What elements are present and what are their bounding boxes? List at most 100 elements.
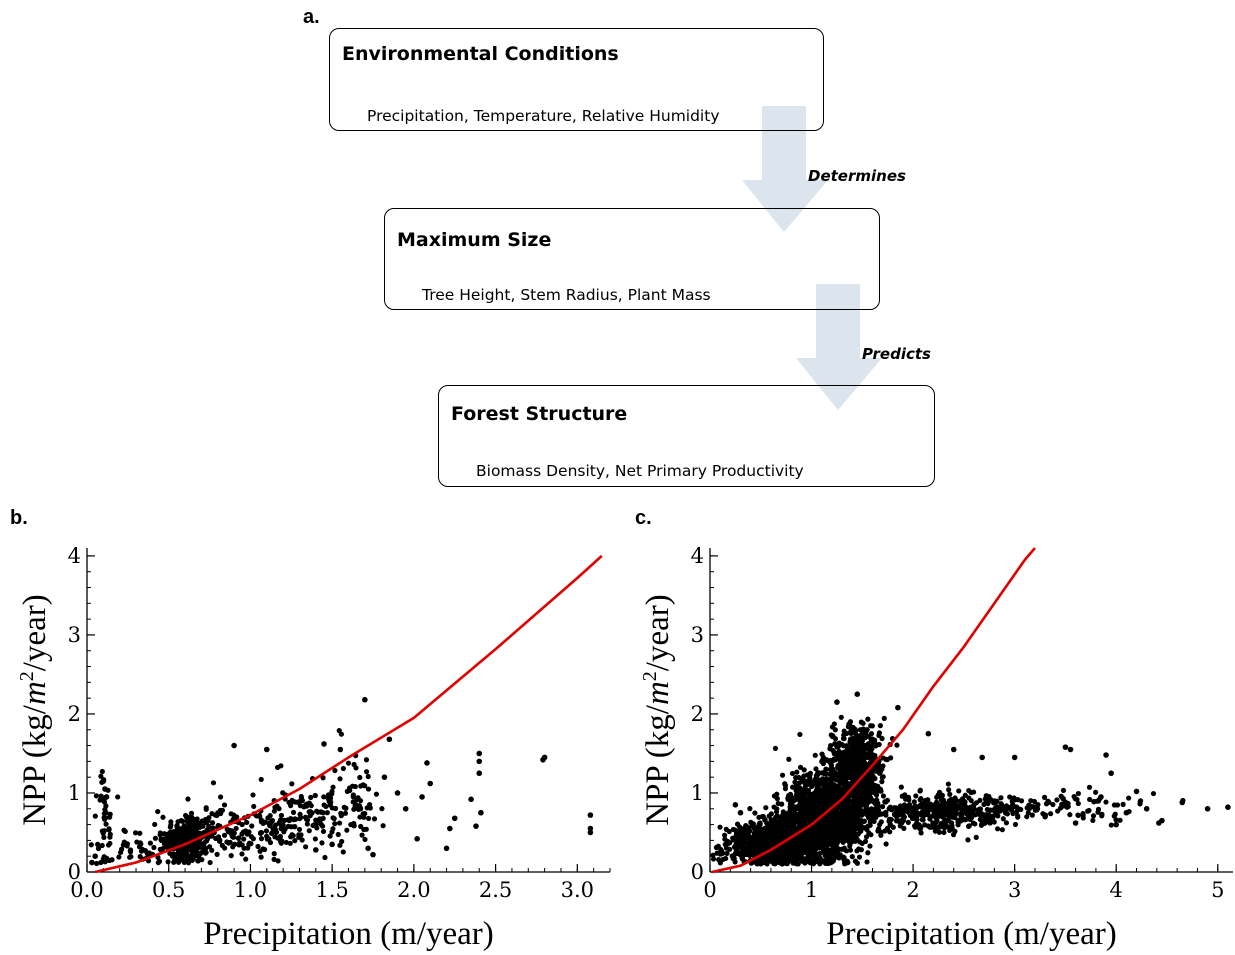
data-point [847, 847, 854, 853]
x-tick-label: 2 [906, 878, 919, 902]
data-point [786, 756, 792, 762]
data-point [137, 830, 143, 836]
data-point [807, 852, 813, 858]
x-tick-label: 1.0 [234, 878, 267, 902]
data-point [172, 834, 179, 840]
data-point [301, 804, 307, 810]
data-point [873, 743, 879, 749]
data-point [848, 728, 854, 735]
data-point [945, 781, 951, 787]
y-label-prefix: NPP (kg/ [640, 704, 676, 826]
data-point [324, 810, 330, 816]
data-point [813, 781, 819, 787]
data-point [357, 774, 363, 781]
data-point [784, 861, 790, 867]
data-point [1120, 801, 1126, 807]
data-point [799, 842, 806, 849]
data-point [849, 780, 855, 786]
data-point [102, 786, 108, 792]
data-point [824, 856, 830, 862]
data-point [371, 816, 378, 822]
data-point [959, 814, 965, 821]
data-point [1075, 790, 1081, 797]
data-point [818, 840, 824, 847]
data-point [821, 849, 827, 855]
data-point [167, 850, 173, 856]
data-point [846, 751, 852, 757]
box-forest-structure: Forest Structure Biomass Density, Net Pr… [438, 385, 935, 487]
data-point [267, 823, 273, 829]
data-point [933, 816, 940, 822]
data-point [724, 850, 730, 857]
data-point [1042, 813, 1048, 820]
data-point [1011, 754, 1018, 761]
data-point [201, 844, 208, 850]
arrow-shape [742, 106, 828, 232]
data-point [816, 791, 822, 797]
data-point [965, 823, 972, 829]
data-point [995, 826, 1001, 832]
x-axis-label: Precipitation (m/year) [203, 916, 493, 952]
data-point [1150, 790, 1157, 797]
data-point [747, 851, 754, 857]
data-point [1111, 813, 1117, 819]
data-point [933, 820, 939, 826]
data-point [209, 820, 216, 826]
arrow-label-predicts: Predicts [862, 345, 931, 363]
data-point [1133, 788, 1140, 795]
data-point [918, 801, 925, 807]
data-point [239, 831, 245, 837]
y-tick-label: 3 [691, 623, 704, 647]
data-point [899, 817, 905, 823]
data-point [241, 836, 247, 842]
data-point [947, 802, 954, 809]
data-point [817, 787, 823, 793]
data-point [212, 812, 218, 818]
data-point [1117, 817, 1123, 823]
data-point [779, 801, 785, 807]
data-point [370, 851, 376, 858]
data-point [861, 777, 867, 783]
data-point [176, 838, 182, 844]
data-point [816, 822, 822, 828]
data-point [94, 860, 100, 867]
data-point [747, 842, 753, 849]
data-point [854, 815, 860, 821]
data-point [99, 828, 105, 834]
data-point [1108, 822, 1114, 828]
data-point [246, 840, 253, 846]
data-point [832, 727, 838, 733]
data-point [817, 850, 823, 857]
data-point [351, 820, 357, 827]
data-point [762, 826, 768, 832]
data-point [260, 846, 266, 852]
data-point [402, 805, 409, 812]
data-point [330, 815, 336, 821]
y-label-prefix: NPP (kg/ [17, 704, 53, 826]
data-point [854, 860, 861, 866]
data-point [185, 830, 191, 836]
data-point [801, 789, 807, 795]
y-tick-label: 3 [68, 623, 81, 647]
data-point [789, 770, 796, 777]
data-point [1103, 752, 1109, 758]
data-point [1054, 797, 1060, 803]
data-point [322, 854, 328, 861]
data-point [831, 721, 837, 727]
data-point [854, 848, 860, 854]
data-point [962, 792, 968, 798]
data-point [832, 791, 838, 797]
data-point [380, 823, 386, 829]
data-point [231, 742, 237, 749]
data-point [340, 765, 346, 772]
data-point [882, 828, 888, 834]
data-point [947, 791, 953, 797]
data-point [1072, 820, 1079, 826]
data-point [791, 797, 797, 804]
data-point [763, 805, 769, 811]
data-point [792, 779, 798, 785]
data-point [248, 833, 254, 840]
data-point [305, 817, 311, 823]
data-point [819, 797, 825, 803]
data-point [981, 813, 988, 819]
